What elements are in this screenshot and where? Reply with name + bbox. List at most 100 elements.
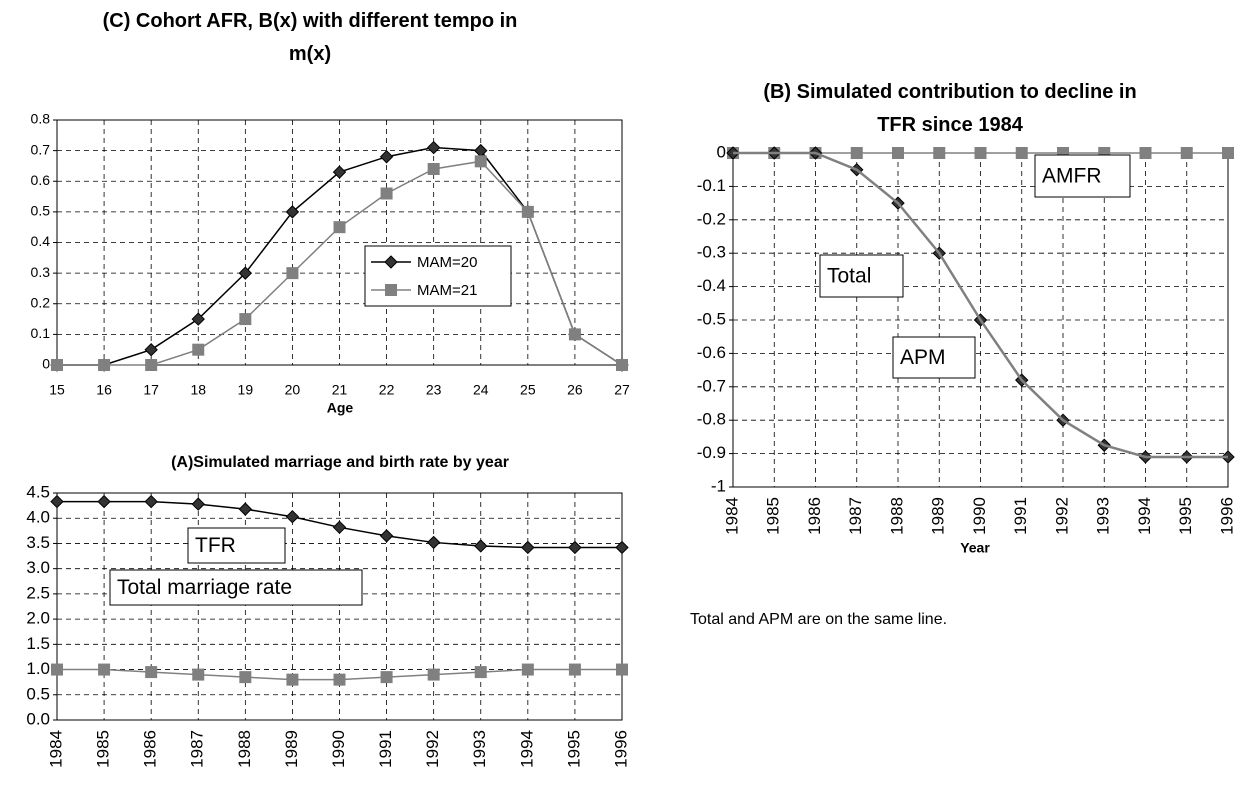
series-line — [733, 151, 1228, 459]
marker — [50, 494, 64, 509]
y-tick-label: 0.4 — [31, 233, 51, 249]
marker — [191, 312, 205, 326]
marker — [285, 205, 300, 219]
marker — [286, 673, 299, 686]
chart-title: (A)Simulated marriage and birth rate by … — [171, 454, 509, 471]
marker — [427, 668, 440, 681]
y-tick-label: 0.7 — [31, 141, 51, 157]
marker — [238, 502, 253, 516]
x-tick-label: 25 — [520, 382, 536, 398]
marker — [238, 266, 253, 280]
x-tick-label: 1988 — [887, 497, 906, 535]
marker — [332, 520, 347, 535]
marker — [385, 284, 397, 296]
y-tick-label: 2.0 — [26, 609, 50, 628]
x-axis-label: Year — [960, 540, 990, 556]
x-tick-label: 1990 — [329, 730, 348, 768]
y-tick-label: 1.0 — [26, 659, 50, 678]
x-tick-label: 1995 — [1176, 497, 1195, 535]
y-tick-label: -0.2 — [697, 209, 726, 228]
x-tick-label: 1991 — [376, 730, 395, 768]
y-tick-label: -1 — [711, 476, 726, 495]
y-tick-label: -0.9 — [697, 443, 726, 462]
series-label: Total marriage rate — [117, 576, 292, 599]
x-tick-label: 1987 — [188, 730, 207, 768]
marker — [144, 342, 158, 357]
marker — [380, 187, 393, 200]
x-tick-label: 1989 — [282, 730, 301, 768]
x-tick-label: 27 — [614, 382, 630, 398]
chart-title: (B) Simulated contribution to decline in… — [763, 81, 1137, 136]
series-label: AMFR — [1042, 165, 1102, 188]
x-tick-label: 1986 — [141, 730, 160, 768]
y-tick-label: 0.3 — [31, 264, 51, 280]
marker — [474, 666, 487, 679]
y-tick-label: -0.6 — [697, 343, 726, 362]
marker — [97, 494, 111, 509]
x-tick-label: 21 — [332, 382, 348, 398]
label-box — [1034, 154, 1131, 198]
marker — [379, 150, 394, 164]
x-tick-label: 15 — [49, 382, 65, 398]
x-tick-label: 1985 — [764, 497, 783, 535]
marker — [1180, 147, 1193, 159]
y-tick-label: 0.6 — [31, 172, 51, 188]
series-label: APM — [900, 346, 946, 369]
marker — [98, 663, 111, 676]
y-tick-label: 0 — [717, 142, 726, 161]
marker — [333, 221, 346, 234]
y-tick-label: 3.0 — [26, 558, 50, 577]
x-tick-label: 16 — [96, 382, 112, 398]
x-tick-label: 20 — [285, 382, 301, 398]
label-box — [109, 569, 363, 606]
x-tick-label: 1992 — [423, 730, 442, 768]
marker — [1222, 147, 1234, 159]
y-tick-label: 0.5 — [31, 203, 51, 219]
x-axis-label: Age — [327, 400, 354, 416]
x-tick-label: 1994 — [1135, 497, 1154, 535]
series-label: Total — [827, 265, 871, 288]
y-tick-label: -0.7 — [697, 376, 726, 395]
y-tick-label: 0.0 — [26, 709, 50, 728]
marker — [379, 529, 394, 543]
x-tick-label: 22 — [379, 382, 395, 398]
y-tick-label: 0.2 — [31, 294, 51, 310]
marker — [285, 510, 300, 524]
marker — [616, 663, 628, 676]
marker — [333, 673, 346, 686]
marker — [427, 163, 440, 175]
y-tick-label: 0.1 — [31, 325, 51, 341]
x-tick-label: 1992 — [1052, 497, 1071, 535]
marker — [850, 147, 863, 159]
label-box — [892, 336, 976, 379]
label-box — [819, 254, 904, 298]
y-tick-label: 0.5 — [26, 684, 50, 703]
x-tick-label: 1991 — [1011, 497, 1030, 535]
x-tick-label: 19 — [238, 382, 254, 398]
y-tick-label: 2.5 — [26, 583, 50, 602]
plot-frame — [56, 492, 623, 721]
marker — [521, 205, 534, 218]
marker — [568, 663, 581, 676]
y-tick-label: 1.5 — [26, 634, 50, 653]
marker — [191, 497, 205, 511]
y-tick-label: 0 — [42, 356, 50, 372]
marker — [474, 155, 487, 168]
x-tick-label: 1996 — [611, 730, 630, 768]
x-tick-label: 1986 — [805, 497, 824, 535]
x-tick-label: 1987 — [846, 497, 865, 535]
marker — [615, 540, 629, 555]
x-tick-label: 1988 — [235, 730, 254, 768]
x-tick-label: 1984 — [46, 730, 65, 768]
chart-title: (C) Cohort AFR, B(x) with different temp… — [102, 10, 518, 65]
marker — [239, 671, 252, 684]
y-tick-label: -0.8 — [697, 410, 726, 429]
marker — [144, 494, 158, 509]
x-tick-label: 1989 — [929, 497, 948, 535]
footnote: Total and APM are on the same line. — [690, 611, 948, 628]
marker — [286, 267, 299, 280]
legend-label: MAM=21 — [417, 282, 477, 299]
marker — [145, 666, 158, 679]
marker — [568, 540, 582, 555]
